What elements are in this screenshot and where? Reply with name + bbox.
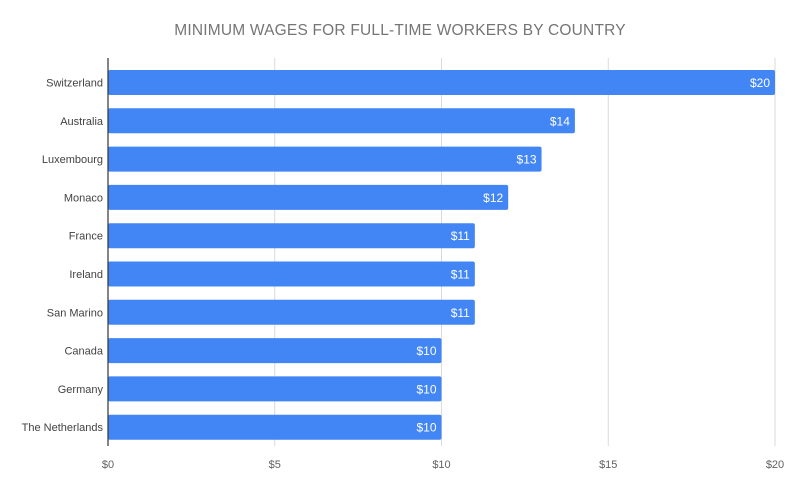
category-label: Germany	[58, 384, 104, 396]
category-label: Ireland	[69, 269, 103, 281]
data-label: $13	[517, 153, 537, 167]
data-label: $11	[451, 268, 470, 282]
category-label: Canada	[64, 346, 103, 358]
category-label: Switzerland	[46, 78, 103, 90]
bar-ireland	[108, 261, 475, 287]
bar-san-marino	[108, 299, 475, 325]
data-label: $10	[416, 421, 436, 435]
data-label: $11	[451, 229, 470, 243]
data-label: $11	[451, 306, 470, 320]
x-tick-label: $15	[599, 459, 617, 471]
x-tick-label: $10	[432, 459, 450, 471]
bar-australia	[108, 108, 575, 134]
x-tick-label: $0	[102, 459, 114, 471]
bar-the-netherlands	[108, 414, 442, 440]
bar-switzerland	[108, 70, 775, 95]
labels: $0 $5 $10 $15 $20 Switzerland $20 Australia $14 L…	[22, 76, 785, 471]
bars	[108, 70, 775, 440]
category-label: Monaco	[64, 192, 103, 204]
category-label: The Netherlands	[22, 422, 104, 434]
bar-luxembourg	[108, 146, 542, 172]
bar-germany	[108, 376, 442, 402]
category-label: France	[69, 231, 103, 243]
category-label: Luxembourg	[42, 154, 103, 166]
category-label: San Marino	[47, 307, 103, 319]
data-label: $12	[483, 191, 503, 205]
data-label: $14	[550, 114, 570, 128]
x-tick-label: $20	[766, 459, 784, 471]
data-label: $20	[750, 76, 770, 90]
data-label: $10	[416, 344, 436, 358]
category-label: Australia	[60, 116, 104, 128]
x-tick-label: $5	[269, 459, 281, 471]
bar-canada	[108, 338, 442, 364]
bar-france	[108, 223, 475, 249]
data-label: $10	[416, 382, 436, 396]
chart-title: MINIMUM WAGES FOR FULL-TIME WORKERS BY C…	[174, 22, 626, 39]
bar-monaco	[108, 184, 509, 210]
